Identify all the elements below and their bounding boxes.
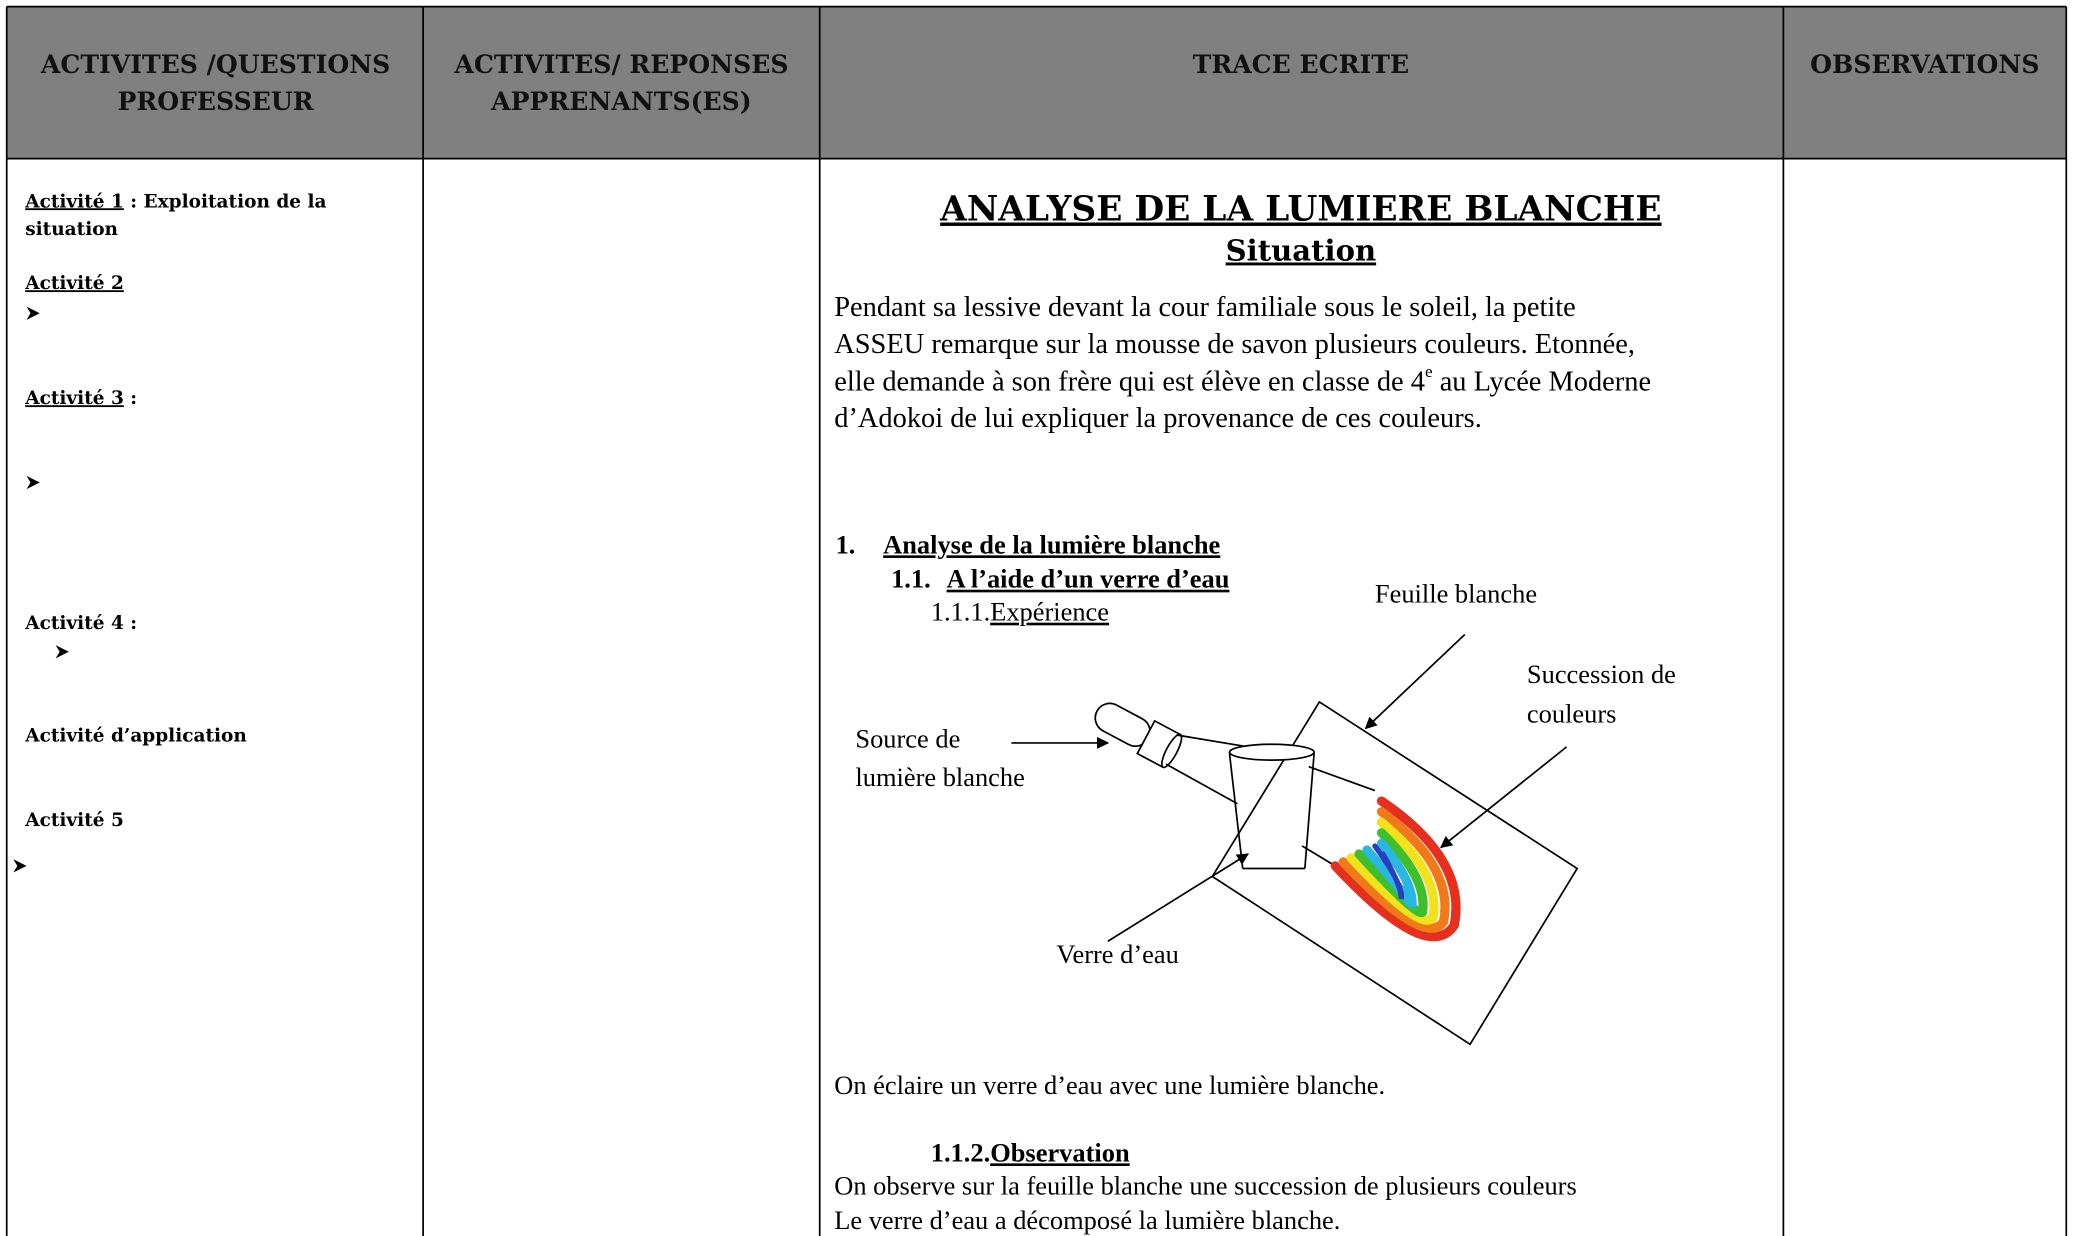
section-title: Analyse de la lumière blanche [883,529,1220,559]
header: ACTIVITES/ REPONSES [453,49,788,79]
subsection-number: 1.1. [891,564,931,594]
activity-text: : Exploitation de la [124,191,327,212]
paragraph-line: ASSEU remarque sur la mousse de savon pl… [834,329,1635,360]
diagram-label: couleurs [1527,699,1617,729]
paragraph-line: d’Adokoi de lui expliquer la provenance … [834,403,1482,434]
number: 1.1.1. [931,597,990,627]
activity-label: Activité 2 [24,273,124,294]
header: OBSERVATIONS [1810,49,2039,79]
observation: 1.1.2.Observation [931,1137,1130,1167]
section-number: 1. [836,529,856,559]
header: TRACE ECRITE [1193,49,1409,79]
table-lines [5,5,2068,1236]
observation-text: On observe sur la feuille blanche une su… [834,1170,1577,1200]
activity-label: Activité d’application [24,725,247,746]
heading: Observation [990,1137,1130,1167]
paragraph-line: Pendant sa lessive devant la cour famili… [834,292,1576,323]
activity-label: Activité 3 [24,388,124,409]
diagram-label: Feuille blanche [1375,578,1537,608]
diagram-label: Succession de [1527,659,1676,689]
text: elle demande à son frère qui est élève e… [834,366,1425,397]
diagram-label: Verre d’eau [1056,939,1178,969]
subsection-title: A l’aide d’un verre d’eau [947,564,1230,594]
activity-text: : [124,388,137,409]
diagram-label: lumière blanche [855,762,1024,792]
bullets [13,306,69,873]
activity-text: situation [25,219,118,240]
header: PROFESSEUR [117,86,314,116]
experiment: 1.1.1.Expérience [931,597,1109,627]
text: au Lycée Moderne [1433,366,1651,397]
activity-label: Activité 4 : [24,613,137,634]
diagram [1011,633,1579,1046]
activity: Activité 1 : Exploitation de la [24,191,326,212]
heading: Expérience [990,597,1109,627]
diagram-label: Source de [855,724,960,754]
header: APPRENANTS(ES) [490,86,751,116]
subtitle: Situation [1226,233,1376,267]
title: ANALYSE DE LA LUMIERE BLANCHE [939,190,1661,230]
experiment-text: On éclaire un verre d’eau avec une lumiè… [834,1070,1385,1100]
superscript: e [1425,362,1433,381]
activity: Activité 3 : [24,388,137,409]
number: 1.1.2. [931,1137,990,1167]
paragraph-line: elle demande à son frère qui est élève e… [834,362,1651,397]
header: ACTIVITES /QUESTIONS [40,49,390,79]
observation-text: Le verre d’eau a décomposé la lumière bl… [834,1205,1340,1235]
header-row [6,6,2067,159]
activity-label: Activité 5 [24,810,124,831]
activity-label: Activité 1 [24,191,124,212]
